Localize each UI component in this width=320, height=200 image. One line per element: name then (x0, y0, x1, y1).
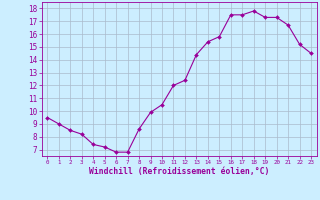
X-axis label: Windchill (Refroidissement éolien,°C): Windchill (Refroidissement éolien,°C) (89, 167, 269, 176)
